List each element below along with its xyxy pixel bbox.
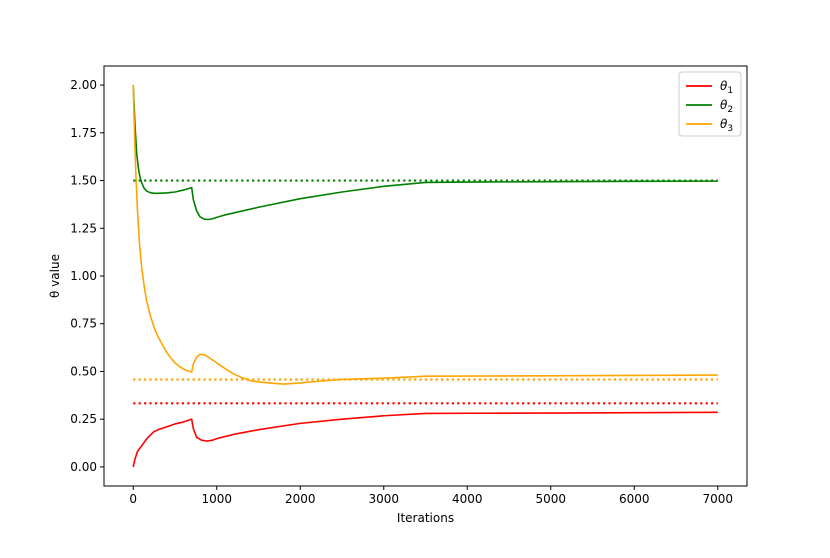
series-line-1 bbox=[132, 411, 718, 468]
series-line-2 bbox=[132, 85, 718, 221]
y-tick-label: 1.50 bbox=[70, 174, 97, 188]
series-lines bbox=[132, 85, 718, 468]
legend-label-3: θ3 bbox=[720, 117, 733, 134]
target-lines bbox=[133, 179, 718, 405]
y-axis-ticks: 0.00 0.25 0.50 0.75 1.00 1.25 1.50 1.75 2.00 bbox=[70, 78, 104, 474]
y-tick-label: 0.25 bbox=[70, 412, 97, 426]
x-axis-ticks: 0 1000 2000 3000 4000 5000 6000 7000 bbox=[129, 486, 733, 506]
x-tick-label: 1000 bbox=[201, 492, 232, 506]
y-tick-label: 1.25 bbox=[70, 221, 97, 235]
y-tick-label: 0.00 bbox=[70, 460, 97, 474]
x-axis-label: Iterations bbox=[397, 511, 454, 525]
y-tick-label: 0.50 bbox=[70, 364, 97, 378]
y-tick-label: 2.00 bbox=[70, 78, 97, 92]
x-tick-label: 0 bbox=[129, 492, 137, 506]
y-tick-label: 1.00 bbox=[70, 269, 97, 283]
x-tick-label: 6000 bbox=[619, 492, 650, 506]
x-tick-label: 7000 bbox=[702, 492, 733, 506]
legend-box bbox=[678, 71, 742, 137]
legend-label-2: θ2 bbox=[720, 98, 733, 115]
x-tick-label: 4000 bbox=[452, 492, 483, 506]
y-tick-label: 1.75 bbox=[70, 126, 97, 140]
x-tick-label: 5000 bbox=[535, 492, 566, 506]
legend-label-1: θ1 bbox=[720, 79, 733, 96]
plot-frame bbox=[103, 65, 748, 487]
y-axis-label: θ value bbox=[48, 254, 62, 298]
legend: θ1 θ2 θ3 bbox=[678, 71, 742, 137]
y-tick-label: 0.75 bbox=[70, 317, 97, 331]
x-tick-label: 3000 bbox=[368, 492, 399, 506]
series-line-3 bbox=[132, 85, 718, 385]
x-tick-label: 2000 bbox=[285, 492, 316, 506]
